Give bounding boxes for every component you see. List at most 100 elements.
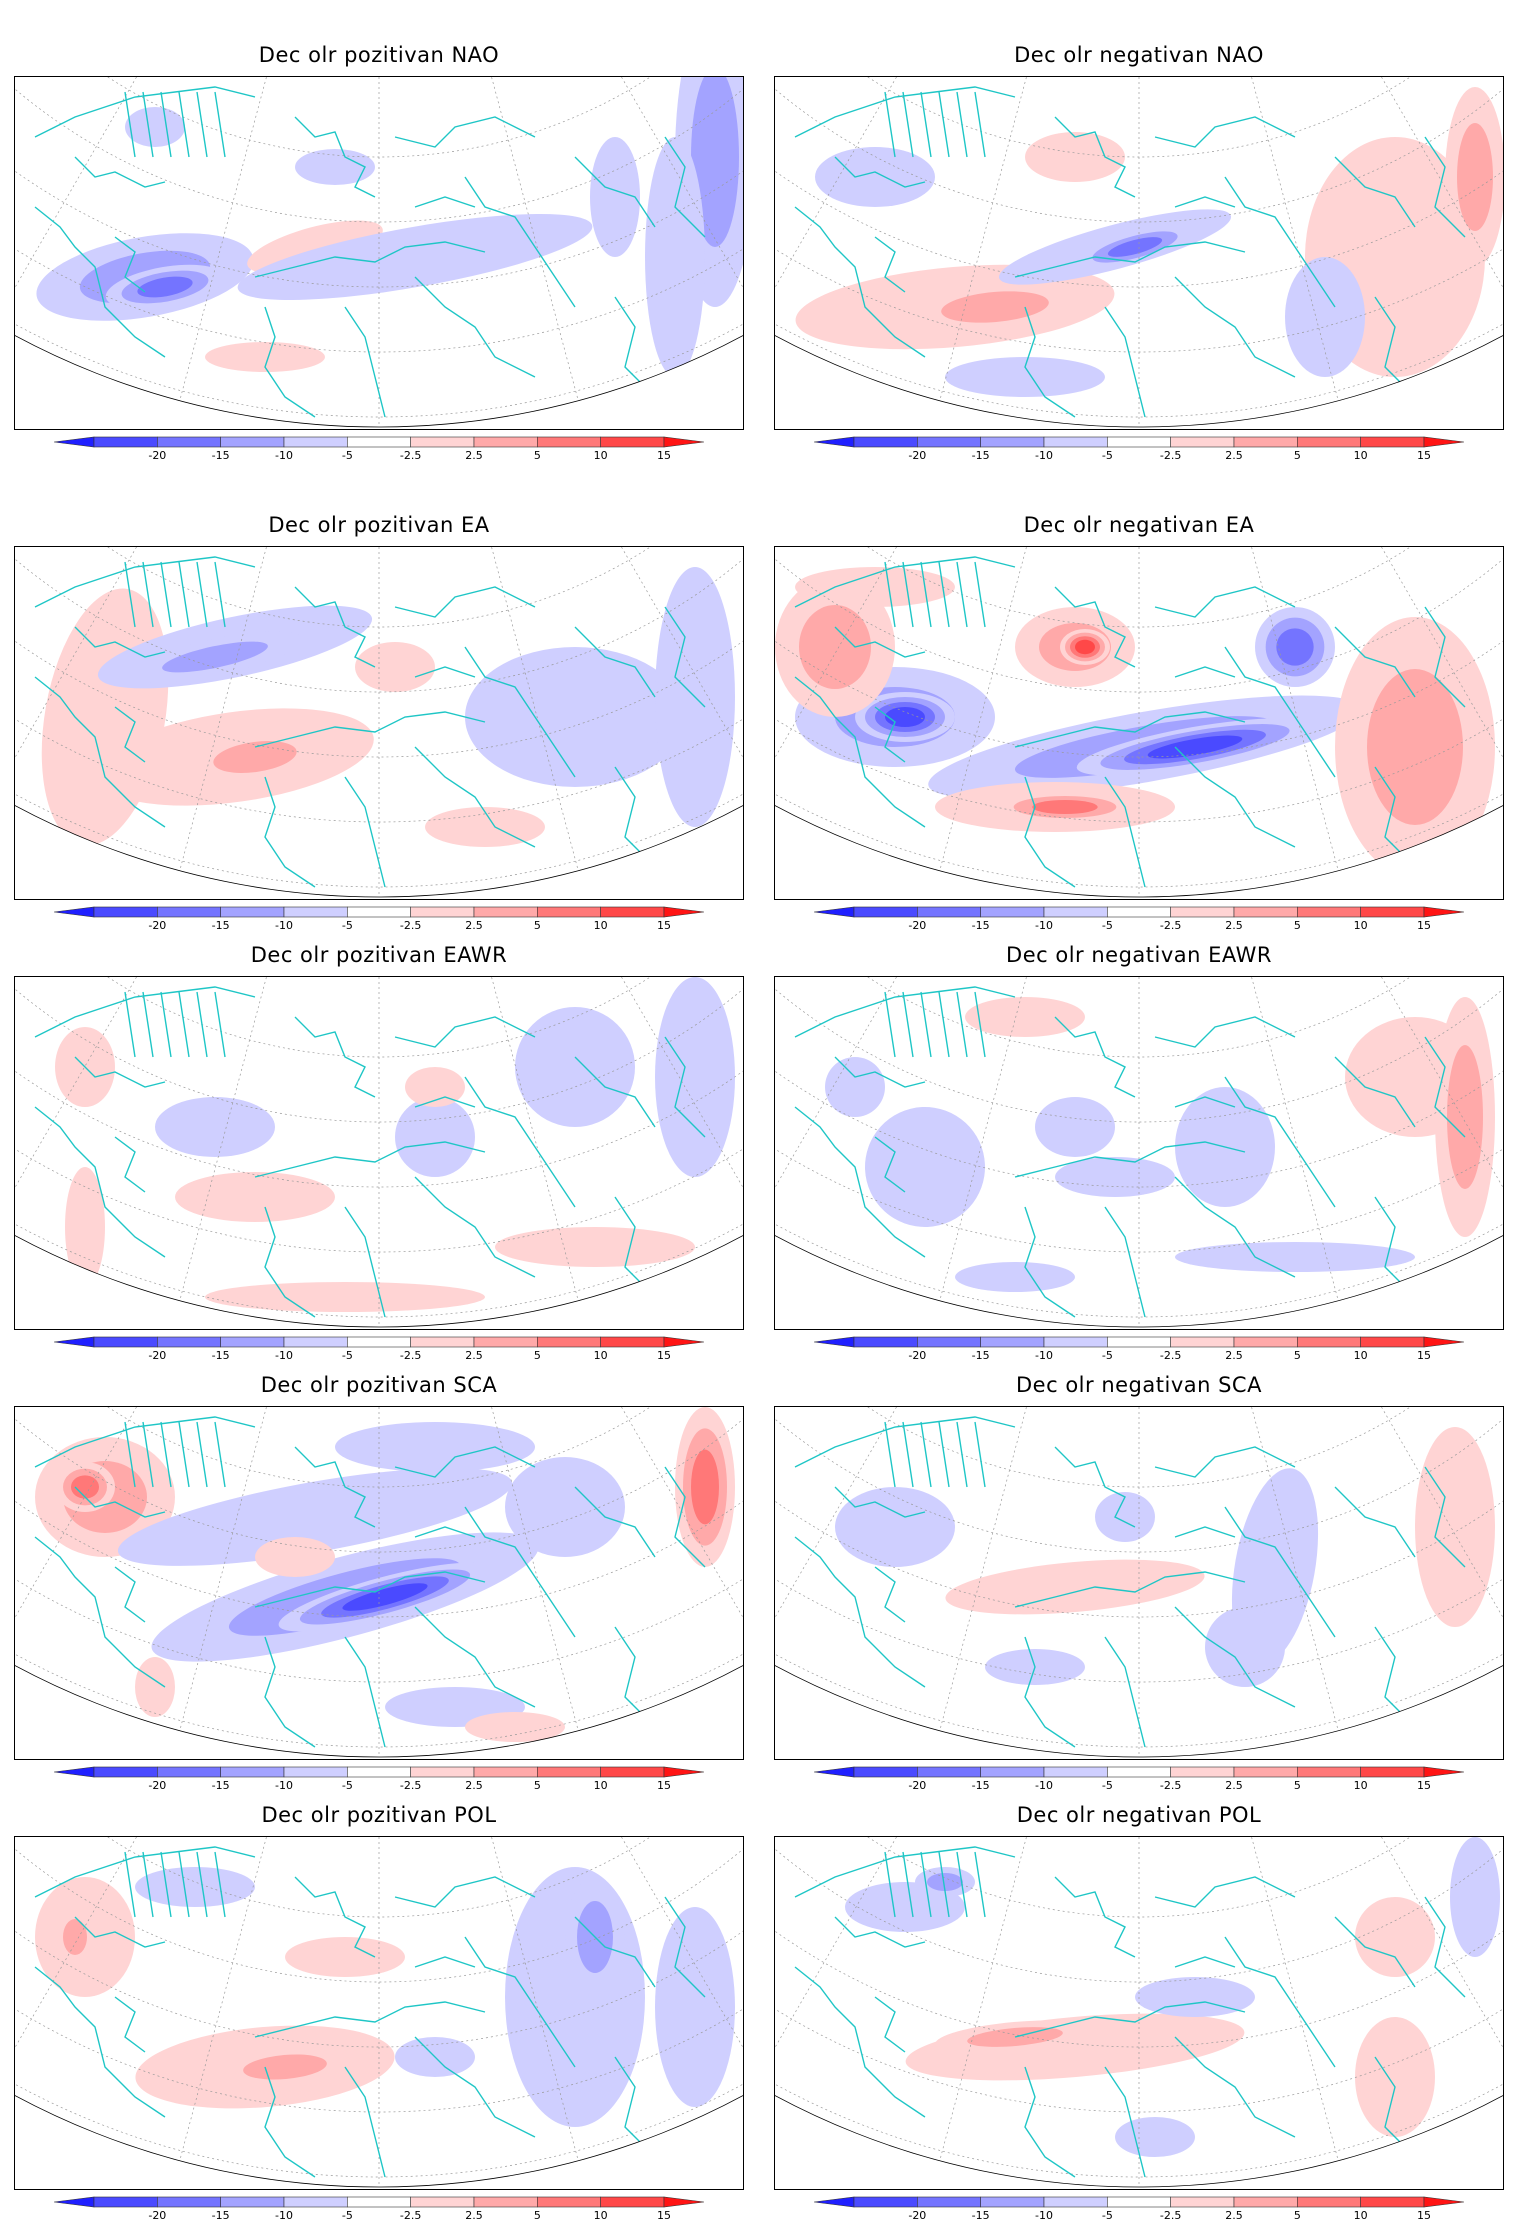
coastline-path xyxy=(344,1206,386,1318)
colorbar-segment xyxy=(157,436,221,448)
colorbar-segment xyxy=(93,1336,158,1348)
panel-title: Dec olr negativan EAWR xyxy=(1006,943,1272,967)
positive-anomaly xyxy=(691,1449,719,1525)
colorbar-segment xyxy=(1107,2196,1171,2208)
coastline-path xyxy=(264,1636,316,1748)
negative-anomaly xyxy=(125,107,185,147)
colorbar-svg: -20-15-10-5-2.52.55101520 xyxy=(54,436,704,462)
coastline-path xyxy=(1424,1896,1466,1998)
negative-anomaly xyxy=(691,77,739,247)
colorbar: -20-15-10-5-2.52.55101520 xyxy=(814,435,1464,463)
coastline-path xyxy=(414,2036,536,2138)
colorbar: -20-15-10-5-2.52.55101520 xyxy=(814,1765,1464,1793)
coastline-path xyxy=(414,666,476,678)
map-disc xyxy=(775,547,1503,897)
disc-outline xyxy=(15,804,743,898)
colorbar: -20-15-10-5-2.52.55101520 xyxy=(814,905,1464,933)
coastline-path xyxy=(264,2066,316,2178)
colorbar-segment xyxy=(600,906,665,918)
coastline-path xyxy=(114,1566,146,1623)
colorbar: -20-15-10-5-2.52.55101520 xyxy=(54,1335,704,1363)
colorbar-segment xyxy=(917,906,981,918)
coastline-path xyxy=(664,1896,706,1998)
coastlines xyxy=(34,1416,706,1748)
coastline-path xyxy=(414,276,536,378)
colorbar-tick-label: -2.5 xyxy=(400,919,421,932)
border-line xyxy=(884,561,896,628)
colorbar-tick-label: 10 xyxy=(1354,919,1368,932)
coastline-path xyxy=(794,1106,926,1258)
negative-anomaly xyxy=(645,137,705,377)
coastlines xyxy=(34,556,706,888)
colorbar-tick-label: -10 xyxy=(1035,449,1053,462)
map-plot xyxy=(15,977,743,1328)
border-line xyxy=(160,1851,172,1918)
coastline-path xyxy=(1014,1141,1246,1178)
colorbar-tick-label: -20 xyxy=(148,919,166,932)
colorbar-segment xyxy=(1233,1766,1298,1778)
colorbar-segment xyxy=(347,2196,411,2208)
map-plot xyxy=(15,1407,743,1758)
border-line xyxy=(974,1421,986,1488)
colorbar: -20-15-10-5-2.52.55101520 xyxy=(54,435,704,463)
colorbar-segment xyxy=(1297,436,1361,448)
negative-anomaly xyxy=(1107,237,1163,257)
coastline-path xyxy=(254,2001,486,2038)
colorbar-tick-label: 15 xyxy=(1417,449,1431,462)
negative-anomaly xyxy=(885,707,925,727)
panel-4: Dec olr pozitivan EAWR -20 -15 -10 -5 -2.5 2.… xyxy=(14,940,744,1363)
colorbar-tick-label: -20 xyxy=(908,449,926,462)
negative-anomaly xyxy=(1285,257,1365,377)
border-line xyxy=(214,1851,226,1918)
colorbar-tick-label: 10 xyxy=(594,449,608,462)
coastline-path xyxy=(874,1136,906,1193)
coastlines xyxy=(794,1416,1466,1748)
colorbar-tick-label: -5 xyxy=(342,449,353,462)
coastline-path xyxy=(1334,1916,1416,1988)
colorbar-tick-label: -5 xyxy=(1102,1349,1113,1362)
coastline-path xyxy=(1104,1206,1146,1318)
colorbar-tick-label: -2.5 xyxy=(400,2209,421,2222)
coastline-path xyxy=(834,156,926,188)
coastline-path xyxy=(874,236,906,293)
border-line xyxy=(902,561,914,628)
colorbar-svg: -20-15-10-5-2.52.55101520 xyxy=(54,906,704,932)
border-line xyxy=(956,1851,968,1918)
coastline-path xyxy=(834,1486,926,1518)
coastlines xyxy=(794,1846,1466,2178)
coastline-path xyxy=(1104,2066,1146,2178)
coastline-path xyxy=(1024,1636,1076,1748)
border-line xyxy=(196,561,208,628)
coastline-path xyxy=(1224,1936,1336,2068)
colorbar-segment xyxy=(410,906,475,918)
colorbar-tick-label: 2.5 xyxy=(1225,1779,1243,1792)
colorbar-tick-label: 5 xyxy=(534,1779,541,1792)
border-line xyxy=(902,1421,914,1488)
coastline-path xyxy=(794,556,1016,608)
colorbar-tick-label: -10 xyxy=(1035,2209,1053,2222)
colorbar-tick-label: 2.5 xyxy=(465,449,483,462)
colorbar-segment xyxy=(1043,906,1108,918)
colorbar-segment xyxy=(157,906,221,918)
colorbar-segment xyxy=(917,2196,981,2208)
map-disc xyxy=(775,1837,1503,2187)
colorbar-arrow-right xyxy=(663,1336,704,1348)
colorbar-tick-label: 2.5 xyxy=(465,2209,483,2222)
coastline-path xyxy=(1424,136,1466,238)
border-line xyxy=(884,1851,896,1918)
colorbar-tick-label: -15 xyxy=(972,2209,990,2222)
coastline-path xyxy=(1334,1056,1416,1128)
coastline-path xyxy=(1014,2001,1246,2038)
negative-anomaly xyxy=(117,1468,513,1566)
coastline-path xyxy=(74,156,166,188)
coastline-path xyxy=(114,1996,146,2053)
coastline-path xyxy=(1424,606,1466,708)
colorbar-svg: -20-15-10-5-2.52.55101520 xyxy=(814,906,1464,932)
positive-anomaly xyxy=(71,1475,99,1499)
border-line xyxy=(974,561,986,628)
coastline-path xyxy=(1174,746,1296,848)
border-line xyxy=(920,561,932,628)
coastline-path xyxy=(664,606,706,708)
colorbar-tick-label: 5 xyxy=(534,2209,541,2222)
border-line xyxy=(196,1851,208,1918)
